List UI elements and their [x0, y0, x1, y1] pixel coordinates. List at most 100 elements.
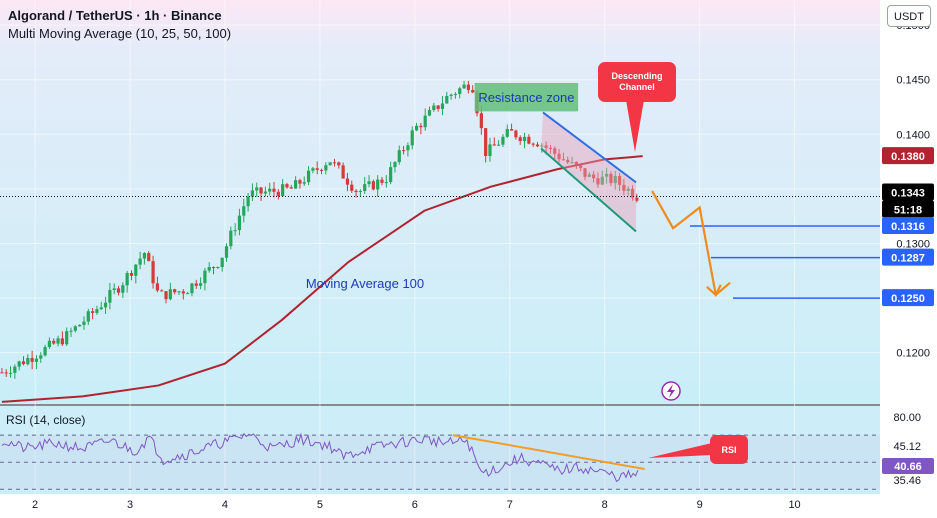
- candle-body: [82, 321, 86, 325]
- candle-body: [177, 291, 181, 293]
- candle-body: [635, 197, 639, 201]
- channel-upper-line: [542, 111, 637, 184]
- candle-body: [298, 180, 302, 184]
- rsi-callout-box: [710, 435, 748, 464]
- candle-body: [78, 324, 82, 327]
- candle-body: [65, 331, 69, 345]
- candle-body: [471, 89, 475, 93]
- candle-body: [354, 190, 358, 192]
- channel-callout-text: Descending: [611, 71, 662, 81]
- candle-body: [246, 196, 250, 207]
- candle-body: [332, 162, 337, 164]
- candle-body: [358, 191, 363, 193]
- candle-body: [596, 178, 600, 185]
- candle-body: [458, 88, 462, 94]
- candle-body: [289, 187, 293, 189]
- candle-body: [319, 169, 324, 171]
- candle-body: [600, 176, 604, 185]
- candle-body: [108, 290, 112, 303]
- candle-body: [285, 184, 289, 188]
- symbol-title[interactable]: Algorand / TetherUS · 1h · Binance: [8, 8, 222, 23]
- price-label-box: [882, 200, 934, 218]
- currency-button[interactable]: USDT: [887, 5, 931, 27]
- candle-body: [414, 125, 419, 131]
- candle-body: [138, 258, 142, 265]
- price-label-box: [882, 183, 934, 201]
- price-label-text: 0.1287: [891, 253, 925, 265]
- price-label-box: [882, 147, 934, 165]
- candle-body: [39, 355, 43, 359]
- x-tick-label: 9: [697, 499, 703, 511]
- candle-body: [345, 178, 350, 185]
- candle-body: [173, 289, 177, 293]
- candle-body: [583, 168, 587, 177]
- candle-body: [168, 289, 172, 300]
- price-label-text: 0.1380: [891, 151, 925, 163]
- price-label-text: 0.1343: [891, 188, 925, 200]
- ma100-label: Moving Average 100: [306, 276, 424, 291]
- channel-callout-text: Channel: [619, 82, 655, 92]
- candle-body: [276, 191, 280, 196]
- candle-body: [216, 266, 220, 268]
- candle-body: [302, 182, 306, 184]
- candle-body: [566, 159, 570, 163]
- channel-lower-line: [540, 147, 637, 233]
- candle-body: [376, 179, 380, 190]
- candle-body: [341, 165, 345, 179]
- candle-body: [125, 273, 129, 286]
- candle-body: [440, 103, 445, 109]
- candle-body: [242, 206, 246, 216]
- candle-body: [410, 130, 414, 146]
- candle-body: [397, 150, 401, 163]
- x-tick-label: 2: [32, 499, 38, 511]
- candle-body: [47, 340, 52, 348]
- candle-body: [224, 246, 229, 258]
- price-label-text: 0.1250: [891, 293, 925, 305]
- candle-body: [337, 162, 341, 166]
- candle-body: [99, 307, 103, 310]
- candle-body: [579, 165, 583, 169]
- candle-body: [522, 136, 527, 142]
- candle-body: [540, 145, 544, 147]
- candle-body: [255, 187, 259, 191]
- candle-body: [13, 366, 17, 373]
- candle-body: [21, 361, 26, 365]
- price-label-box: [882, 248, 934, 266]
- candle-body: [73, 326, 77, 331]
- x-tick-label: 3: [127, 499, 133, 511]
- candle-body: [553, 148, 557, 154]
- candle-body: [380, 179, 384, 183]
- candle-body: [501, 136, 505, 145]
- candle-body: [328, 162, 332, 166]
- y-tick-label: 0.1450: [896, 75, 930, 87]
- rsi-callout-text: RSI: [721, 445, 736, 455]
- candle-body: [69, 330, 73, 332]
- candle-body: [445, 95, 449, 104]
- candle-body: [17, 361, 21, 367]
- candle-body: [363, 184, 367, 192]
- candle-body: [514, 130, 518, 138]
- y-tick-label: 0.1200: [896, 348, 930, 360]
- candle-body: [4, 372, 8, 374]
- candle-body: [389, 167, 393, 183]
- rsi-trendline: [452, 434, 645, 470]
- candle-body: [129, 273, 134, 276]
- candle-body: [237, 215, 242, 231]
- candle-body: [436, 105, 440, 109]
- candle-body: [190, 283, 194, 294]
- price-label-text: 0.1316: [891, 221, 925, 233]
- candle-body: [466, 84, 470, 90]
- rsi-panel-title[interactable]: RSI (14, close): [6, 413, 86, 427]
- indicator-legend[interactable]: Multi Moving Average (10, 25, 50, 100): [8, 26, 232, 41]
- channel-callout-box: [598, 62, 676, 102]
- candle-body: [324, 165, 328, 171]
- candle-body: [630, 188, 635, 198]
- rsi-current-box: [882, 458, 934, 474]
- y-tick-label: 0.1300: [896, 238, 930, 250]
- candle-body: [497, 144, 501, 146]
- candle-body: [484, 128, 488, 157]
- candle-body: [432, 105, 436, 111]
- candle-body: [160, 290, 164, 292]
